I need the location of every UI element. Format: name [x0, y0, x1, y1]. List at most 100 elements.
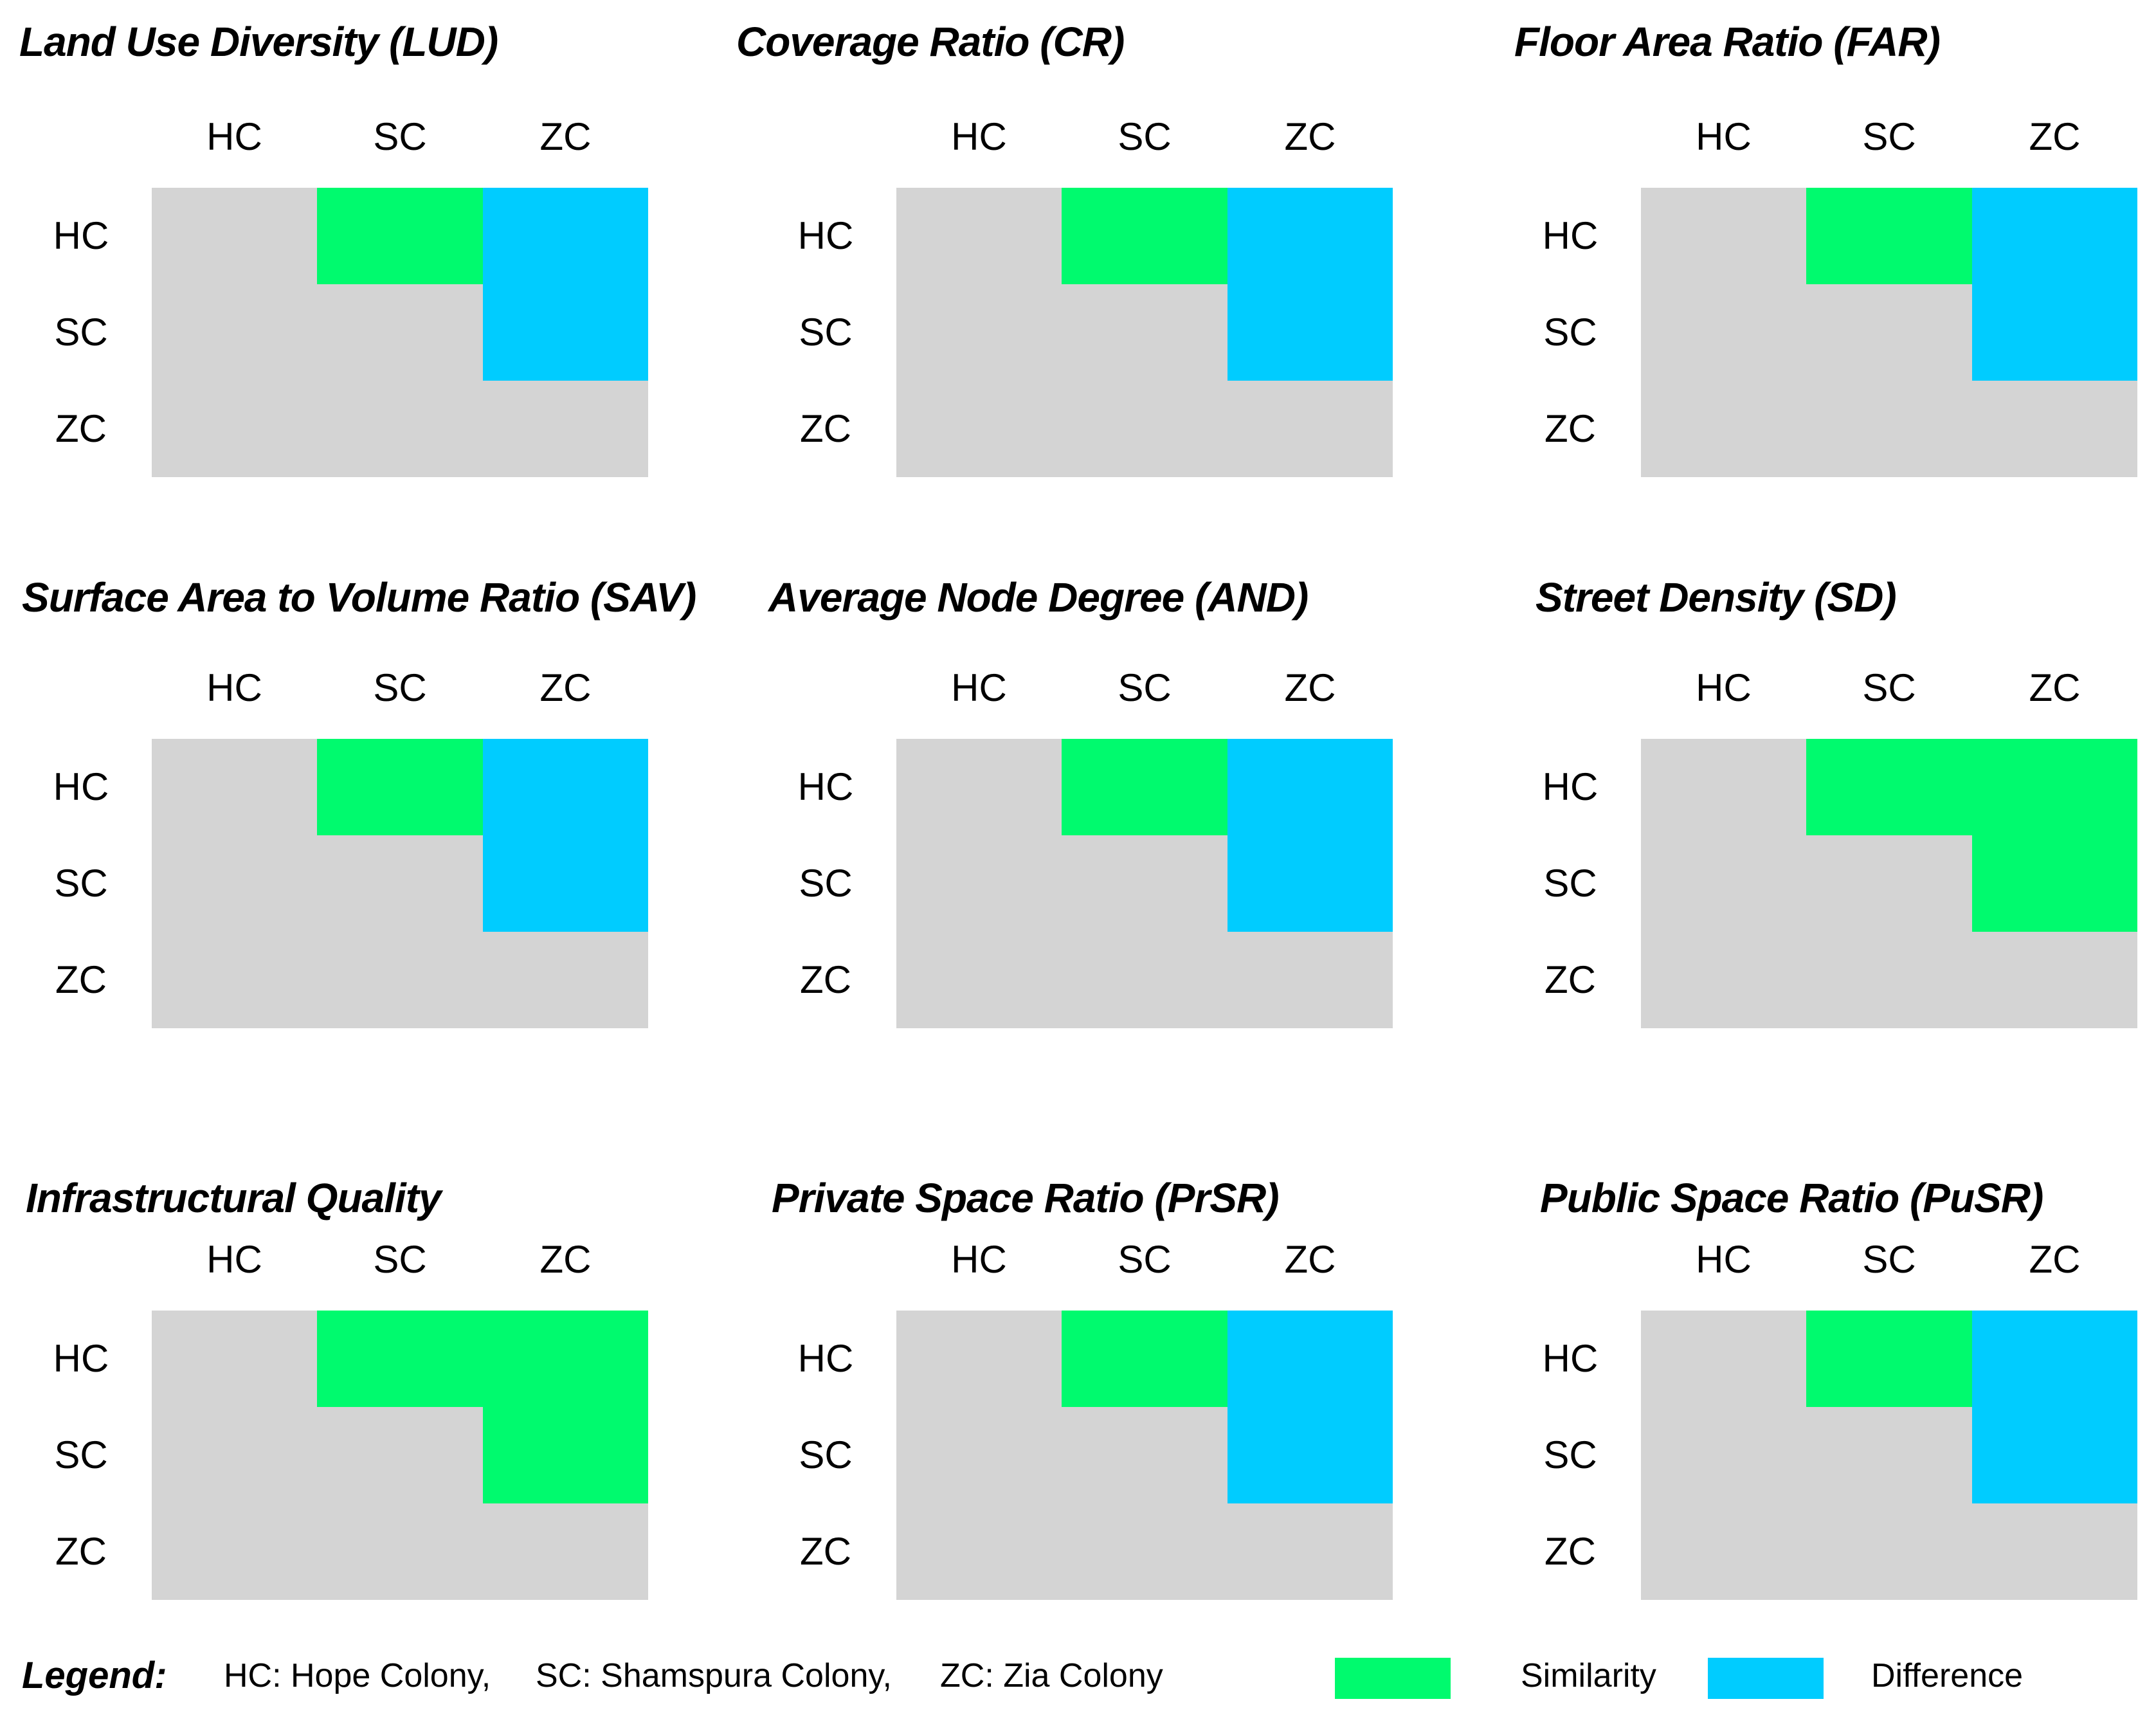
row-label-hc: HC: [1542, 214, 1599, 257]
col-header-hc: HC: [1696, 115, 1752, 158]
col-header-sc: SC: [1118, 1238, 1172, 1281]
col-header-zc: ZC: [1284, 666, 1336, 709]
matrix-cell-hc-sc-similarity: [317, 188, 483, 284]
legend-item-difference: Difference: [1871, 1657, 2024, 1694]
difference-swatch: [1708, 1658, 1824, 1699]
col-header-zc: ZC: [2029, 115, 2081, 158]
matrix-cell-hc-sc-similarity: [317, 739, 483, 835]
col-header-sc: SC: [373, 115, 427, 158]
row-label-hc: HC: [53, 1337, 109, 1380]
row-label-hc: HC: [797, 765, 854, 808]
row-label-zc: ZC: [1545, 407, 1596, 450]
row-label-hc: HC: [797, 1337, 854, 1380]
row-label-hc: HC: [1542, 1337, 1599, 1380]
row-label-hc: HC: [53, 765, 109, 808]
col-header-hc: HC: [951, 115, 1007, 158]
matrix-cell-sc-zc-difference: [1972, 1407, 2137, 1503]
col-header-hc: HC: [206, 666, 262, 709]
comparison-matrix: [152, 1311, 648, 1600]
matrix-cell-hc-zc-difference: [483, 739, 648, 835]
row-label-sc: SC: [54, 311, 108, 354]
row-label-sc: SC: [1543, 311, 1597, 354]
col-header-sc: SC: [1862, 115, 1916, 158]
panel-title: Floor Area Ratio (FAR): [1514, 19, 1941, 65]
matrix-cell-hc-zc-difference: [1227, 739, 1393, 835]
row-label-zc: ZC: [1545, 958, 1596, 1001]
comparison-matrix: [896, 188, 1393, 477]
legend-abbr-hc: HC: Hope Colony,: [224, 1657, 491, 1694]
matrix-cell-sc-zc-difference: [1227, 835, 1393, 932]
col-header-hc: HC: [206, 1238, 262, 1281]
col-header-zc: ZC: [539, 666, 592, 709]
similarity-swatch: [1335, 1658, 1451, 1699]
row-label-sc: SC: [1543, 862, 1597, 905]
row-label-sc: SC: [799, 311, 853, 354]
matrix-cell-hc-sc-similarity: [1062, 739, 1227, 835]
matrix-cell-hc-zc-difference: [483, 188, 648, 284]
row-label-sc: SC: [799, 862, 853, 905]
col-header-zc: ZC: [2029, 666, 2081, 709]
row-label-hc: HC: [797, 214, 854, 257]
col-header-hc: HC: [1696, 1238, 1752, 1281]
row-label-zc: ZC: [800, 1530, 851, 1573]
panel-title: Surface Area to Volume Ratio (SAV): [22, 574, 696, 621]
row-label-zc: ZC: [55, 1530, 107, 1573]
matrix-cell-sc-zc-similarity: [483, 1407, 648, 1503]
matrix-cell-sc-zc-difference: [483, 835, 648, 932]
panel-title: Average Node Degree (AND): [768, 574, 1309, 621]
matrix-cell-hc-sc-similarity: [1806, 739, 1972, 835]
col-header-hc: HC: [1696, 666, 1752, 709]
panel-title: Private Space Ratio (PrSR): [772, 1175, 1279, 1221]
matrix-cell-hc-zc-difference: [1227, 188, 1393, 284]
row-label-zc: ZC: [800, 407, 851, 450]
matrix-cell-sc-zc-similarity: [1972, 835, 2137, 932]
row-label-zc: ZC: [800, 958, 851, 1001]
matrix-cell-sc-zc-difference: [483, 284, 648, 381]
row-label-sc: SC: [799, 1433, 853, 1476]
row-label-zc: ZC: [55, 958, 107, 1001]
matrix-cell-hc-sc-similarity: [1806, 1311, 1972, 1407]
col-header-hc: HC: [951, 666, 1007, 709]
panel-title: Land Use Diversity (LUD): [19, 19, 498, 65]
comparison-matrix: [896, 1311, 1393, 1600]
comparison-matrix: [1641, 188, 2137, 477]
panel-title: Public Space Ratio (PuSR): [1540, 1175, 2043, 1221]
matrix-cell-hc-zc-difference: [1972, 1311, 2137, 1407]
col-header-zc: ZC: [2029, 1238, 2081, 1281]
col-header-sc: SC: [373, 666, 427, 709]
comparison-matrix: [896, 739, 1393, 1028]
col-header-zc: ZC: [539, 1238, 592, 1281]
row-label-zc: ZC: [1545, 1530, 1596, 1573]
row-label-sc: SC: [54, 1433, 108, 1476]
matrix-cell-sc-zc-difference: [1972, 284, 2137, 381]
legend-abbr-zc: ZC: Zia Colony: [940, 1657, 1163, 1694]
col-header-zc: ZC: [1284, 1238, 1336, 1281]
row-label-sc: SC: [54, 862, 108, 905]
legend-item-similarity: Similarity: [1521, 1657, 1656, 1694]
comparison-matrix: [152, 188, 648, 477]
row-label-zc: ZC: [55, 407, 107, 450]
matrix-cell-hc-zc-difference: [1227, 1311, 1393, 1407]
row-label-sc: SC: [1543, 1433, 1597, 1476]
col-header-zc: ZC: [1284, 115, 1336, 158]
comparison-matrix: [152, 739, 648, 1028]
comparison-matrix: [1641, 739, 2137, 1028]
matrix-cell-hc-sc-similarity: [1062, 188, 1227, 284]
legend-label: Legend:: [22, 1655, 167, 1696]
matrix-cell-hc-zc-difference: [1972, 188, 2137, 284]
col-header-hc: HC: [951, 1238, 1007, 1281]
matrix-cell-hc-sc-similarity: [317, 1311, 483, 1407]
matrix-cell-sc-zc-difference: [1227, 1407, 1393, 1503]
col-header-sc: SC: [1118, 115, 1172, 158]
matrix-cell-hc-zc-similarity: [1972, 739, 2137, 835]
